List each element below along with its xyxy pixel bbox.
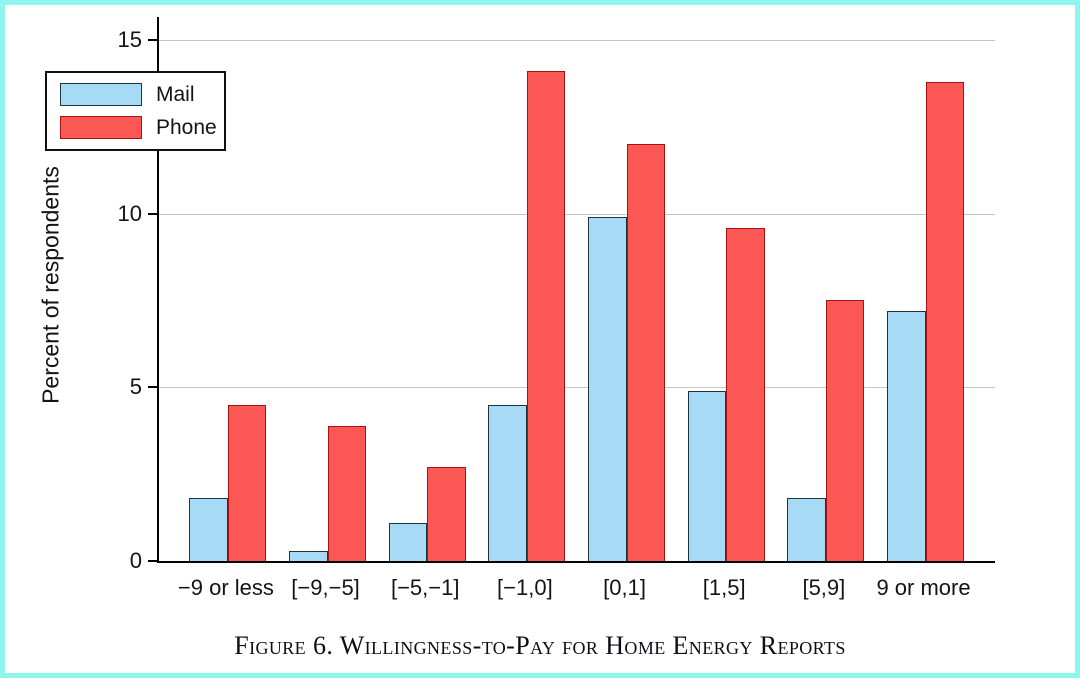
y-tick-label-15: 15 xyxy=(117,26,142,52)
x-tick-label-0: −9 or less xyxy=(177,575,274,600)
x-tick-label-4: [0,1] xyxy=(603,575,646,600)
legend-label-mail: Mail xyxy=(156,82,195,106)
y-tick-15 xyxy=(148,38,157,41)
bar-phone-2 xyxy=(427,467,466,561)
legend-row-phone: Phone xyxy=(60,116,224,140)
phone-swatch xyxy=(60,116,142,139)
y-tick-0 xyxy=(148,560,157,562)
gridline-y-15 xyxy=(159,39,995,41)
bar-mail-4 xyxy=(588,217,627,561)
y-tick-5 xyxy=(148,386,157,389)
bar-mail-2 xyxy=(388,522,428,561)
legend-label-phone: Phone xyxy=(156,115,217,139)
figure-caption: Figure 6. Willingness-to-Pay for Home En… xyxy=(234,631,846,660)
y-tick-label-10: 10 xyxy=(117,200,142,226)
y-tick-label-5: 5 xyxy=(129,374,142,400)
y-tick-10 xyxy=(148,212,157,215)
mail-swatch xyxy=(60,83,142,106)
bar-mail-1 xyxy=(289,550,328,561)
bar-mail-3 xyxy=(488,404,527,561)
y-tick-label-0: 0 xyxy=(129,548,142,573)
bar-mail-7 xyxy=(887,310,926,561)
bar-mail-6 xyxy=(787,498,826,561)
y-axis-label: Percent of respondents xyxy=(37,166,64,404)
bar-mail-5 xyxy=(687,390,727,561)
gridline-y-5 xyxy=(159,387,995,389)
plot-area xyxy=(148,17,995,563)
bar-phone-0 xyxy=(227,404,267,561)
bar-phone-3 xyxy=(526,71,566,561)
legend-row-mail: Mail xyxy=(60,83,224,107)
x-tick-label-7: 9 or more xyxy=(876,575,971,600)
legend: Mail Phone xyxy=(45,71,226,151)
bar-phone-1 xyxy=(327,425,367,561)
bar-phone-5 xyxy=(726,227,765,561)
bar-phone-4 xyxy=(626,144,666,561)
x-tick-label-1: [−9,−5] xyxy=(291,575,360,600)
gridline-y-10 xyxy=(159,213,995,215)
x-tick-label-2: [−5,−1] xyxy=(390,575,460,600)
x-tick-label-6: [5,9] xyxy=(802,575,846,600)
bar-phone-7 xyxy=(925,81,965,561)
bar-mail-0 xyxy=(189,498,228,561)
bar-phone-6 xyxy=(825,300,865,561)
x-tick-label-3: [−1,0] xyxy=(497,575,553,600)
x-tick-label-5: [1,5] xyxy=(702,575,746,600)
